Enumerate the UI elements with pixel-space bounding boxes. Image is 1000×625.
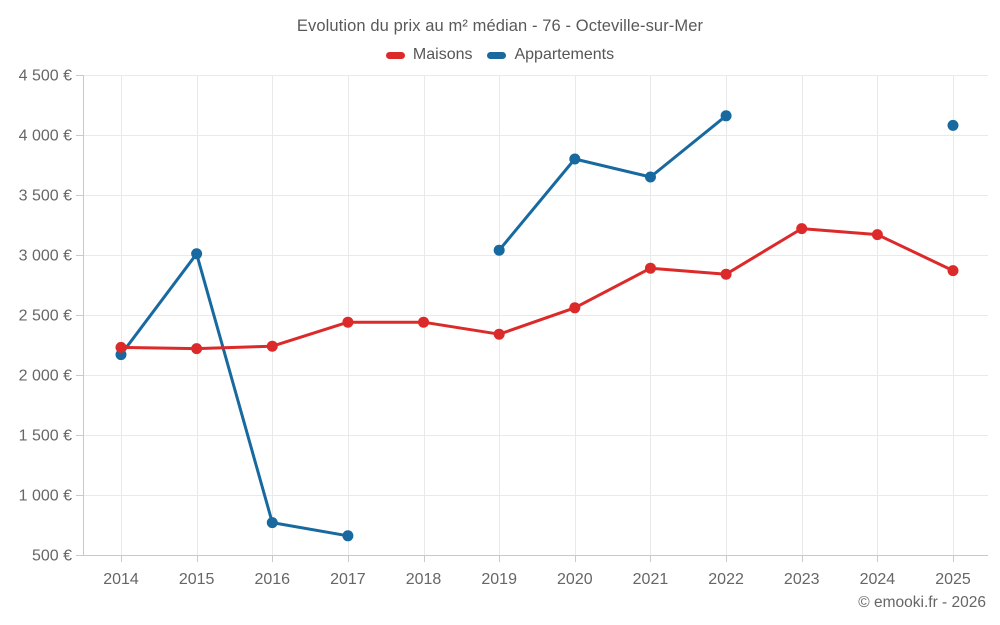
data-point-maisons-2025[interactable] [947,265,959,277]
legend-label-maisons: Maisons [412,46,473,63]
data-point-appartements-2020[interactable] [569,153,581,165]
data-point-maisons-2015[interactable] [191,343,203,355]
data-point-maisons-2014[interactable] [115,341,127,353]
data-point-maisons-2016[interactable] [266,340,278,352]
legend-label-appartements: Appartements [514,46,615,63]
x-tick-label: 2024 [860,571,896,588]
data-point-maisons-2017[interactable] [342,316,354,328]
y-tick-label: 4 500 € [19,68,72,85]
y-tick-label: 1 000 € [19,488,72,505]
legend-item-maisons[interactable]: Maisons [385,46,473,64]
y-tick-label: 500 € [32,548,72,565]
x-tick-label: 2018 [406,571,442,588]
y-tick-label: 2 000 € [19,368,72,385]
data-point-appartements-2019[interactable] [493,244,505,256]
maisons-swatch-icon [385,51,405,59]
data-point-appartements-2017[interactable] [342,530,354,542]
data-point-maisons-2024[interactable] [871,229,883,241]
data-point-appartements-2025[interactable] [947,119,959,131]
legend-item-appartements[interactable]: Appartements [487,46,614,64]
series-line-appartements [121,116,953,536]
copyright: © emooki.fr - 2026 [858,594,986,611]
x-tick-label: 2017 [330,571,366,588]
data-point-appartements-2016[interactable] [266,517,278,529]
series-line-maisons [119,227,955,351]
x-tick-label: 2019 [481,571,517,588]
x-tick-label: 2015 [179,571,215,588]
x-tick-label: 2021 [633,571,669,588]
y-tick-label: 1 500 € [19,428,72,445]
data-point-appartements-2021[interactable] [644,171,656,183]
appartements-swatch-icon [487,51,507,59]
x-tick-label: 2023 [784,571,820,588]
data-point-maisons-2019[interactable] [493,328,505,340]
x-tick-label: 2014 [103,571,139,588]
y-tick-label: 3 000 € [19,248,72,265]
data-point-maisons-2022[interactable] [720,268,732,280]
y-tick-label: 3 500 € [19,188,72,205]
x-tick-label: 2020 [557,571,593,588]
data-point-appartements-2022[interactable] [720,110,732,122]
data-point-appartements-2015[interactable] [191,248,203,260]
x-tick-label: 2016 [254,571,290,588]
data-point-maisons-2021[interactable] [644,262,656,274]
data-point-maisons-2018[interactable] [418,316,430,328]
y-tick-label: 2 500 € [19,308,72,325]
x-tick-label: 2022 [708,571,744,588]
x-tick-label: 2025 [935,571,971,588]
data-point-maisons-2023[interactable] [796,223,808,235]
legend: Maisons Appartements [0,46,1000,64]
data-point-maisons-2020[interactable] [569,302,581,314]
y-tick-label: 4 000 € [19,128,72,145]
chart-title: Evolution du prix au m² médian - 76 - Oc… [296,17,704,35]
